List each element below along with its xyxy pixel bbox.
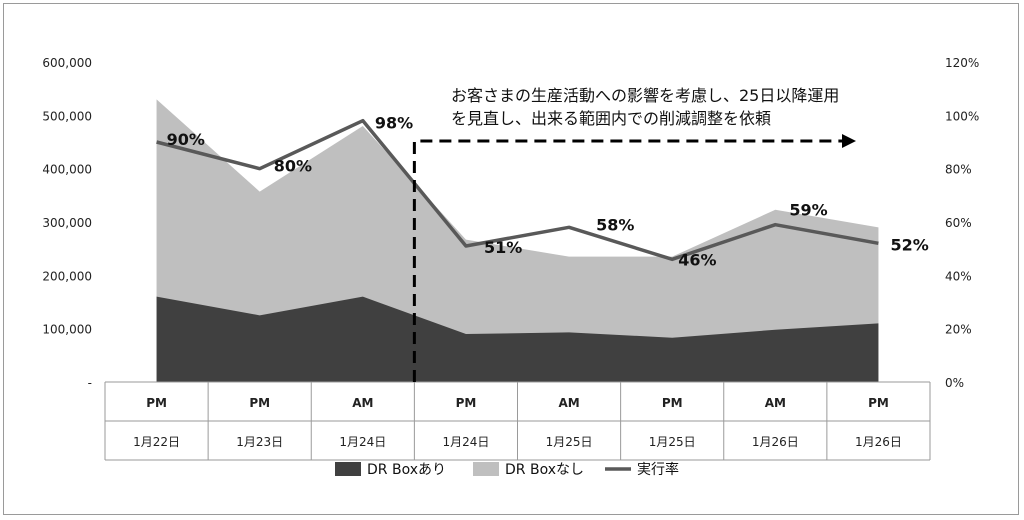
x-tick-date-label: 1月25日 <box>649 435 696 449</box>
rate-data-label: 59% <box>789 201 827 220</box>
rate-data-label: 98% <box>375 114 413 133</box>
rate-data-label: 90% <box>167 130 205 149</box>
x-tick-time-label: PM <box>146 396 167 410</box>
rate-line-layer: 90% 80% 98% 51% 58% 46% 59% 52% <box>156 114 929 269</box>
x-tick-date-label: 1月22日 <box>133 435 180 449</box>
legend-label: DR Boxあり <box>367 462 446 478</box>
rate-data-label: 58% <box>596 215 634 234</box>
annotation-layer: お客さまの生産活動への影響を考慮し、25日以降運用 を見直し、出来る範囲内での削… <box>412 86 856 382</box>
y-left-tick-label: 400,000 <box>42 163 92 177</box>
rate-line <box>156 118 879 262</box>
y-left-tick-label: 300,000 <box>42 216 92 230</box>
annotation-arrowhead <box>842 134 856 148</box>
x-tick-date-label: 1月23日 <box>236 435 283 449</box>
y-right-tick-label: 40% <box>945 269 972 283</box>
y-right-tick-label: 80% <box>945 163 972 177</box>
y-left-tick-label: 100,000 <box>42 323 92 337</box>
y-left-tick-label: 500,000 <box>42 109 92 123</box>
x-tick-time-label: AM <box>352 396 373 410</box>
legend-label: DR Boxなし <box>505 462 584 478</box>
chart-frame: - 100,000 200,000 300,000 400,000 500,000 600,… <box>3 3 1019 515</box>
area-dr-box-ari <box>156 296 879 382</box>
category-table: PM 1月22日 PM 1月23日 AM 1月24日 PM 1月24日 AM 1月25日 PM 1月2… <box>104 381 931 461</box>
x-tick-time-label: PM <box>868 396 889 410</box>
legend: DR Boxあり DR Boxなし 実行率 <box>335 461 679 478</box>
x-tick-time-label: AM <box>765 396 786 410</box>
rate-data-label: 80% <box>274 157 312 176</box>
y-right-tick-label: 0% <box>945 376 964 390</box>
x-tick-date-label: 1月24日 <box>339 435 386 449</box>
x-tick-date-label: 1月26日 <box>752 435 799 449</box>
axes-layer: - 100,000 200,000 300,000 400,000 500,000 600,… <box>42 56 979 390</box>
legend-swatch <box>473 462 499 476</box>
y-right-tick-label: 20% <box>945 323 972 337</box>
y-right-tick-label: 120% <box>945 56 979 70</box>
rate-data-label: 46% <box>678 250 716 269</box>
x-tick-time-label: PM <box>662 396 683 410</box>
annotation-line-1: お客さまの生産活動への影響を考慮し、25日以降運用 <box>451 86 839 105</box>
x-tick-time-label: PM <box>456 396 477 410</box>
y-left-tick-label: 600,000 <box>42 56 92 70</box>
rate-data-label: 52% <box>890 235 928 254</box>
x-tick-time-label: AM <box>558 396 579 410</box>
rate-data-label: 51% <box>484 238 522 257</box>
annotation-line-2: を見直し、出来る範囲内での削減調整を依頼 <box>451 109 771 128</box>
area-line-chart: - 100,000 200,000 300,000 400,000 500,000 600,… <box>42 56 979 478</box>
legend-label: 実行率 <box>637 461 679 478</box>
annotation-dashed-arrow <box>412 139 842 382</box>
y-right-tick-label: 100% <box>945 109 979 123</box>
y-left-tick-label: 200,000 <box>42 269 92 283</box>
area-layer <box>156 99 879 382</box>
x-tick-time-label: PM <box>249 396 270 410</box>
x-tick-date-label: 1月25日 <box>546 435 593 449</box>
x-tick-date-label: 1月26日 <box>855 435 902 449</box>
legend-swatch <box>335 462 361 476</box>
y-right-tick-label: 60% <box>945 216 972 230</box>
x-tick-date-label: 1月24日 <box>442 435 489 449</box>
y-left-tick-label: - <box>88 376 92 390</box>
